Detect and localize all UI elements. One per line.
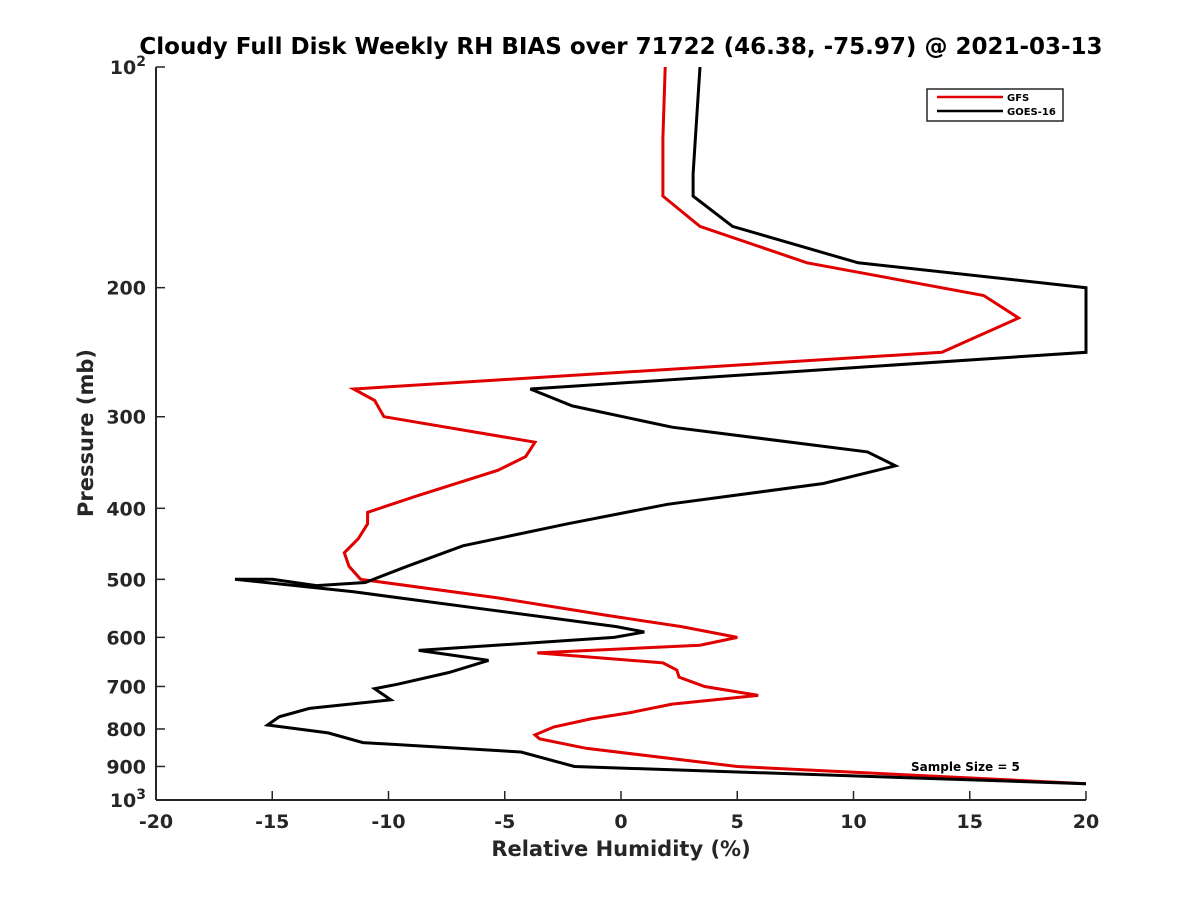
x-tick-label: -20	[139, 811, 173, 833]
y-tick-base: 600	[106, 627, 146, 649]
x-tick-label: -5	[494, 811, 515, 833]
y-tick-exponent: 2	[136, 54, 146, 70]
y-tick-label: 102	[110, 54, 146, 79]
y-tick-label: 800	[106, 719, 146, 741]
series-line-gfs	[342, 66, 1087, 786]
y-tick-base: 10	[110, 790, 136, 812]
series-line-goes16	[234, 66, 1088, 786]
y-tick-base: 300	[106, 407, 146, 429]
x-tick-label: 10	[840, 811, 866, 833]
x-tick-label: -15	[255, 811, 289, 833]
y-tick-base: 400	[106, 498, 146, 520]
x-tick-label: -10	[371, 811, 405, 833]
plot-area	[156, 67, 1086, 800]
y-tick-exponent: 3	[136, 787, 146, 803]
legend-label-gfs: GFS	[1007, 93, 1029, 104]
y-tick-base: 10	[110, 57, 136, 79]
sample-size-annotation: Sample Size = 5	[911, 760, 1020, 774]
y-tick-base: 800	[106, 719, 146, 741]
x-axis-label: Relative Humidity (%)	[491, 837, 750, 861]
y-tick-label: 700	[106, 676, 146, 698]
y-tick-base: 200	[106, 278, 146, 300]
y-tick-base: 700	[106, 676, 146, 698]
legend-box	[926, 88, 1064, 122]
y-tick-label: 300	[106, 407, 146, 429]
legend: GFS GOES-16	[926, 88, 1064, 122]
y-tick-label: 400	[106, 498, 146, 520]
legend-label-goes16: GOES-16	[1007, 107, 1056, 118]
x-axis-ticks: -20 -15 -10 -5 0 5 10 15 20	[139, 791, 1099, 833]
y-tick-label: 600	[106, 627, 146, 649]
x-tick-label: 20	[1073, 811, 1099, 833]
x-tick-label: 15	[957, 811, 983, 833]
x-tick-label: 0	[614, 811, 627, 833]
y-tick-label: 103	[110, 787, 146, 812]
x-tick-label: 5	[731, 811, 744, 833]
y-tick-label: 500	[106, 569, 146, 591]
y-tick-label: 200	[106, 278, 146, 300]
y-tick-base: 500	[106, 569, 146, 591]
chart-title: Cloudy Full Disk Weekly RH BIAS over 717…	[139, 34, 1102, 60]
data-series	[234, 66, 1088, 786]
y-tick-label: 900	[106, 756, 146, 778]
y-tick-base: 900	[106, 756, 146, 778]
y-axis-label: Pressure (mb)	[74, 349, 98, 517]
